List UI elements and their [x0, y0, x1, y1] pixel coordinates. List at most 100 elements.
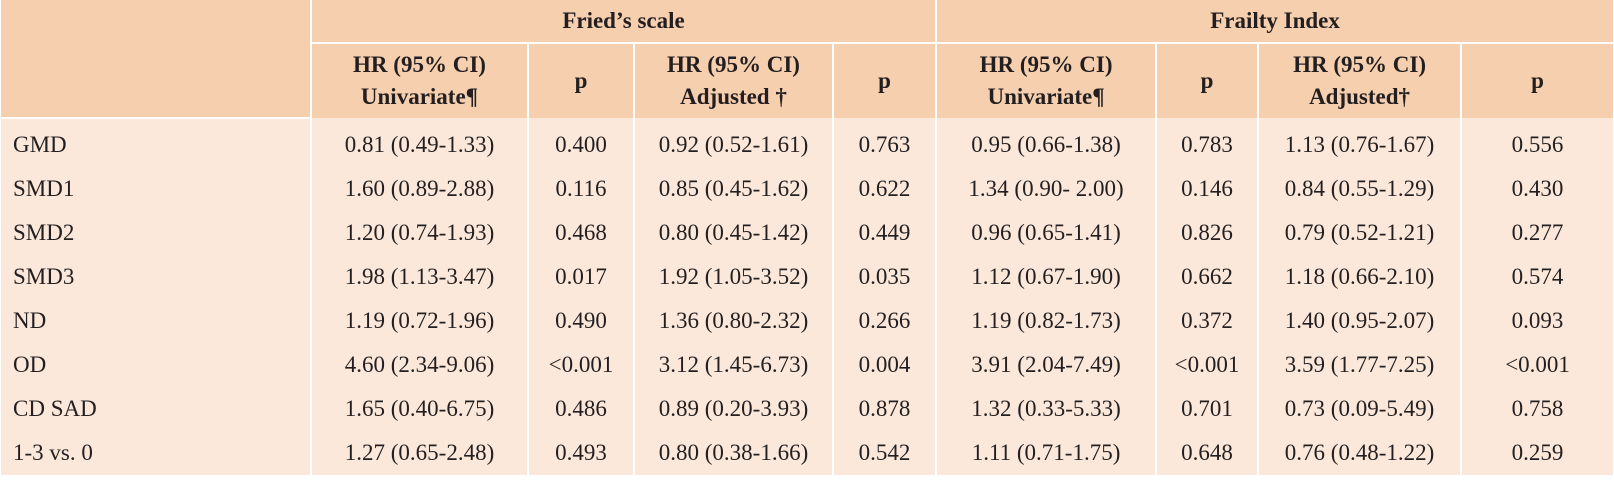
- table-cell: 0.430: [1461, 167, 1614, 211]
- column-header: p: [1461, 43, 1614, 118]
- table-cell: 1.20 (0.74-1.93): [311, 211, 529, 255]
- table-cell: 0.79 (0.52-1.21): [1258, 211, 1463, 255]
- table-cell: 0.81 (0.49-1.33): [311, 118, 529, 167]
- column-header-line1: HR (95% CI): [353, 52, 486, 77]
- table-cell: 0.84 (0.55-1.29): [1258, 167, 1463, 211]
- table-cell: 1.65 (0.40-6.75): [311, 387, 529, 431]
- table-cell: 3.59 (1.77-7.25): [1258, 343, 1463, 387]
- table-cell: 0.95 (0.66-1.38): [936, 118, 1158, 167]
- table-row: SMD3 1.98 (1.13-3.47) 0.017 1.92 (1.05-3.52…: [1, 255, 1614, 299]
- table-cell: 0.093: [1461, 299, 1614, 343]
- group-header-frailty-index: Frailty Index: [936, 0, 1614, 44]
- hazard-ratio-table: Fried’s scale Frailty Index HR (95% CI) U…: [1, 0, 1614, 475]
- table-cell: 0.662: [1156, 255, 1260, 299]
- row-label: 1-3 vs. 0: [1, 431, 312, 475]
- table-cell: 3.91 (2.04-7.49): [936, 343, 1158, 387]
- table-cell: 0.490: [528, 299, 635, 343]
- table-cell: 0.400: [528, 118, 635, 167]
- table-cell: 1.19 (0.82-1.73): [936, 299, 1158, 343]
- table-cell: 0.758: [1461, 387, 1614, 431]
- table-cell: 0.556: [1461, 118, 1614, 167]
- table-cell: 0.701: [1156, 387, 1260, 431]
- table-cell: 0.826: [1156, 211, 1260, 255]
- row-label: ND: [1, 299, 312, 343]
- table-cell: 0.017: [528, 255, 635, 299]
- column-header-line1: p: [1200, 68, 1214, 93]
- table-row: SMD2 1.20 (0.74-1.93) 0.468 0.80 (0.45-1.42…: [1, 211, 1614, 255]
- table-row: CD SAD 1.65 (0.40-6.75) 0.486 0.89 (0.20-3.…: [1, 387, 1614, 431]
- table-cell: 1.92 (1.05-3.52): [634, 255, 834, 299]
- row-label: SMD2: [1, 211, 312, 255]
- table-cell: 0.96 (0.65-1.41): [936, 211, 1158, 255]
- column-header: HR (95% CI) Adjusted†: [1258, 43, 1463, 118]
- table-cell: 4.60 (2.34-9.06): [311, 343, 529, 387]
- table-cell: 0.259: [1461, 431, 1614, 475]
- table-cell: 1.34 (0.90- 2.00): [936, 167, 1158, 211]
- table-cell: 1.11 (0.71-1.75): [936, 431, 1158, 475]
- table-cell: 0.277: [1461, 211, 1614, 255]
- column-header: HR (95% CI) Univariate¶: [311, 43, 529, 118]
- table-body: GMD 0.81 (0.49-1.33) 0.400 0.92 (0.52-1.61)…: [1, 118, 1614, 475]
- table-cell: <0.001: [1156, 343, 1260, 387]
- column-header-line1: p: [1531, 68, 1544, 93]
- row-label: SMD1: [1, 167, 312, 211]
- row-label: GMD: [1, 118, 312, 167]
- table-cell: 0.622: [833, 167, 938, 211]
- table-cell: 1.32 (0.33-5.33): [936, 387, 1158, 431]
- table-cell: 1.40 (0.95-2.07): [1258, 299, 1463, 343]
- table-cell: 0.89 (0.20-3.93): [634, 387, 834, 431]
- table-cell: 0.648: [1156, 431, 1260, 475]
- table-cell: 0.266: [833, 299, 938, 343]
- table-cell: 0.468: [528, 211, 635, 255]
- table-cell: 0.783: [1156, 118, 1260, 167]
- table-cell: 1.27 (0.65-2.48): [311, 431, 529, 475]
- column-header: HR (95% CI) Adjusted †: [634, 43, 834, 118]
- table-cell: 1.60 (0.89-2.88): [311, 167, 529, 211]
- table-cell: 0.92 (0.52-1.61): [634, 118, 834, 167]
- table-cell: 0.85 (0.45-1.62): [634, 167, 834, 211]
- table-cell: <0.001: [528, 343, 635, 387]
- row-label: OD: [1, 343, 312, 387]
- table-cell: 1.13 (0.76-1.67): [1258, 118, 1463, 167]
- row-label: CD SAD: [1, 387, 312, 431]
- table-cell: 0.449: [833, 211, 938, 255]
- column-header: HR (95% CI) Univariate¶: [936, 43, 1158, 118]
- table-cell: 0.80 (0.45-1.42): [634, 211, 834, 255]
- table-cell: 0.035: [833, 255, 938, 299]
- table-row: GMD 0.81 (0.49-1.33) 0.400 0.92 (0.52-1.61)…: [1, 118, 1614, 167]
- table-cell: 0.76 (0.48-1.22): [1258, 431, 1463, 475]
- column-header-line1: HR (95% CI): [667, 52, 800, 77]
- table-cell: 0.372: [1156, 299, 1260, 343]
- table-cell: 0.574: [1461, 255, 1614, 299]
- column-header-line2: Univariate¶: [987, 84, 1105, 109]
- table-cell: <0.001: [1461, 343, 1614, 387]
- column-header-line2: Adjusted†: [1309, 84, 1411, 109]
- table-cell: 1.36 (0.80-2.32): [634, 299, 834, 343]
- table-cell: 0.486: [528, 387, 635, 431]
- corner-header-cell: [1, 0, 312, 119]
- table-cell: 0.146: [1156, 167, 1260, 211]
- table-cell: 1.18 (0.66-2.10): [1258, 255, 1463, 299]
- column-header: p: [833, 43, 938, 118]
- group-header-row: Fried’s scale Frailty Index: [1, 0, 1614, 119]
- table-cell: 3.12 (1.45-6.73): [634, 343, 834, 387]
- table-row: SMD1 1.60 (0.89-2.88) 0.116 0.85 (0.45-1.62…: [1, 167, 1614, 211]
- table-cell: 0.004: [833, 343, 938, 387]
- table-cell: 0.878: [833, 387, 938, 431]
- table-cell: 1.12 (0.67-1.90): [936, 255, 1158, 299]
- table-cell: 0.80 (0.38-1.66): [634, 431, 834, 475]
- table-row: 1-3 vs. 0 1.27 (0.65-2.48) 0.493 0.80 (0.38…: [1, 431, 1614, 475]
- column-header-line1: HR (95% CI): [979, 52, 1113, 77]
- row-label: SMD3: [1, 255, 312, 299]
- column-header-line1: p: [878, 68, 891, 93]
- table-cell: 0.116: [528, 167, 635, 211]
- column-header-line1: HR (95% CI): [1293, 52, 1426, 77]
- table-cell: 1.19 (0.72-1.96): [311, 299, 529, 343]
- table-row: OD 4.60 (2.34-9.06) <0.001 3.12 (1.45-6.73)…: [1, 343, 1614, 387]
- column-header-line1: p: [574, 68, 588, 93]
- column-header: p: [1156, 43, 1260, 118]
- column-header-line2: Univariate¶: [360, 84, 479, 109]
- table-cell: 0.493: [528, 431, 635, 475]
- group-header-frieds-scale: Fried’s scale: [311, 0, 938, 44]
- table-cell: 0.73 (0.09-5.49): [1258, 387, 1463, 431]
